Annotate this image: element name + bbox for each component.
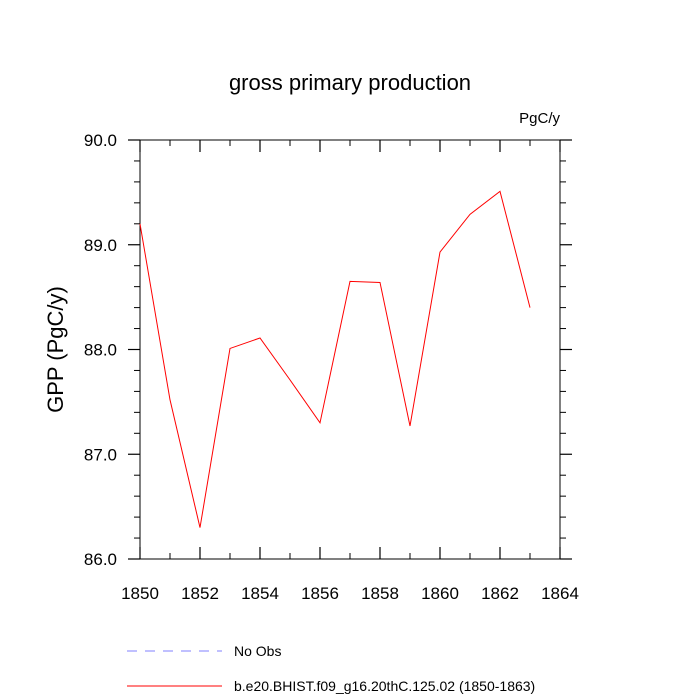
series-line — [139, 190, 531, 528]
x-tick-label: 1864 — [541, 584, 579, 603]
axis-ticks — [128, 139, 572, 560]
y-tick-label: 88.0 — [84, 341, 117, 360]
x-tick-label: 1854 — [241, 584, 279, 603]
chart-title: gross primary production — [229, 70, 471, 95]
y-tick-label: 90.0 — [84, 131, 117, 150]
axis-tick-labels: 1850 1852 1854 1856 1858 1860 1862 1864 86.0 87.0… — [84, 131, 579, 603]
x-tick-label: 1862 — [481, 584, 519, 603]
y-tick-label: 87.0 — [84, 445, 117, 464]
legend-label: No Obs — [234, 643, 281, 659]
legend: No Obs b.e20.BHIST.f09_g16.20thC.125.02 (… — [127, 643, 535, 694]
y-axis-label: GPP (PgC/y) — [43, 286, 68, 413]
x-tick-label: 1850 — [121, 584, 159, 603]
units-label: PgC/y — [519, 110, 560, 127]
x-tick-label: 1858 — [361, 584, 399, 603]
x-tick-label: 1856 — [301, 584, 339, 603]
series-layer — [139, 190, 531, 528]
plot-frame — [139, 139, 561, 560]
legend-label: b.e20.BHIST.f09_g16.20thC.125.02 (1850-1… — [234, 678, 535, 694]
y-tick-label: 89.0 — [84, 236, 117, 255]
x-tick-label: 1860 — [421, 584, 459, 603]
x-tick-label: 1852 — [181, 584, 219, 603]
y-tick-label: 86.0 — [84, 550, 117, 569]
